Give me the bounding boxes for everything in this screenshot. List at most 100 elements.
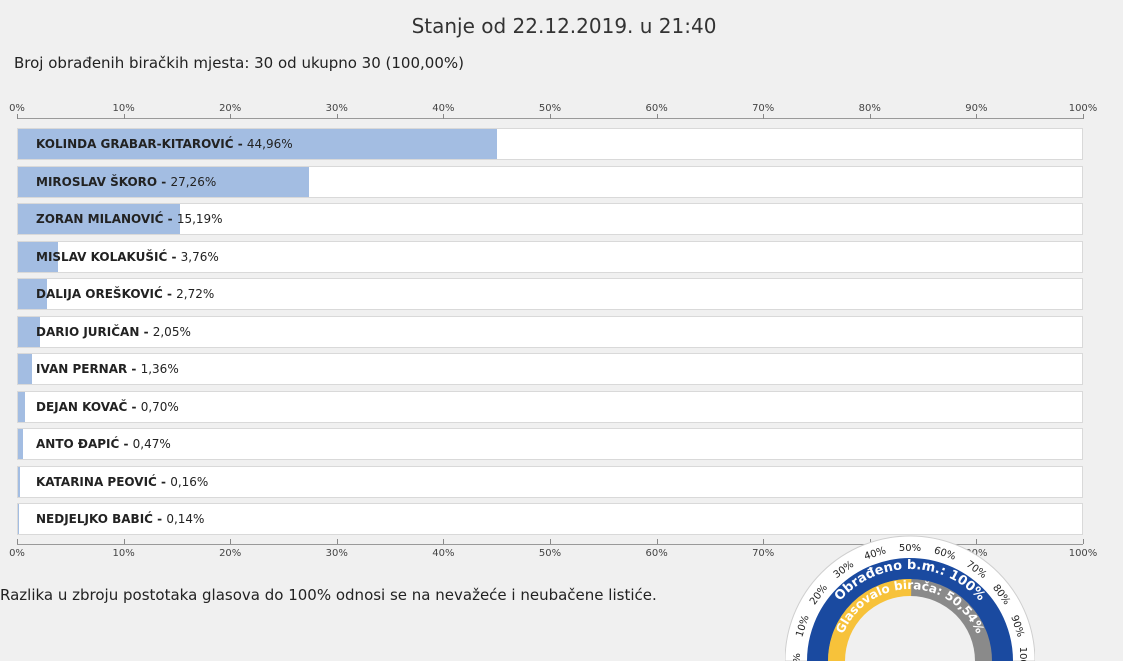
footnote: Razlika u zbroju postotaka glasova do 10… bbox=[0, 586, 657, 604]
top-axis-tickmark bbox=[1083, 114, 1084, 119]
bottom-axis-tick-label: 60% bbox=[645, 548, 668, 559]
candidate-label: MISLAV KOLAKUŠIĆ - 3,76% bbox=[36, 242, 219, 273]
bottom-axis-tick-label: 70% bbox=[752, 548, 775, 559]
bottom-axis-tickmark bbox=[656, 539, 658, 544]
top-axis-tickmark bbox=[443, 114, 445, 119]
bottom-axis-tickmark bbox=[550, 539, 551, 544]
candidate-bar bbox=[18, 279, 47, 309]
candidate-value: 3,76% bbox=[180, 249, 219, 264]
top-axis-tick-label: 70% bbox=[752, 103, 775, 114]
top-axis-tickmark bbox=[123, 114, 125, 119]
candidate-row: DEJAN KOVAČ - 0,70% bbox=[17, 390, 1083, 423]
candidate-value: 1,36% bbox=[140, 362, 179, 376]
top-axis-tick-label: 100% bbox=[1068, 103, 1098, 114]
candidate-row: NEDJELJKO BABIĆ - 0,14% bbox=[17, 503, 1083, 535]
label-separator: - bbox=[119, 437, 133, 451]
candidate-label: KOLINDA GRABAR-KITAROVIĆ - 44,96% bbox=[36, 129, 293, 160]
candidate-row: ANTO ĐAPIĆ - 0,47% bbox=[17, 428, 1083, 460]
top-axis-tick-label: 40% bbox=[432, 103, 455, 114]
candidate-value: 27,26% bbox=[170, 174, 217, 189]
top-axis-tickmark bbox=[869, 114, 871, 119]
candidate-row: DARIO JURIČAN - 2,05% bbox=[17, 315, 1083, 348]
gauge-scale-label: 50% bbox=[899, 543, 921, 554]
candidate-name: NEDJELJKO BABIĆ bbox=[36, 512, 153, 526]
candidate-name: ANTO ĐAPIĆ bbox=[36, 437, 120, 451]
bottom-axis-tick-label: 90% bbox=[965, 548, 988, 559]
page-title: Stanje od 22.12.2019. u 21:40 bbox=[411, 14, 717, 38]
top-axis-tick-label: 80% bbox=[858, 103, 881, 114]
top-axis-tick-label: 60% bbox=[645, 103, 668, 114]
label-separator: - bbox=[167, 249, 181, 264]
bottom-axis-tick-label: 20% bbox=[219, 548, 242, 559]
bottom-axis-tickmark bbox=[976, 539, 978, 544]
candidate-label: DALIJA OREŠKOVIĆ - 2,72% bbox=[36, 279, 214, 310]
label-separator: - bbox=[127, 362, 141, 376]
gauge-scale-label: 100% bbox=[1017, 647, 1028, 661]
candidate-value: 2,72% bbox=[176, 287, 215, 301]
candidate-name: DEJAN KOVAČ bbox=[36, 399, 128, 414]
bottom-axis-tick-label: 100% bbox=[1068, 548, 1098, 559]
gauge-scale-label: 0% bbox=[792, 653, 803, 661]
top-axis-tick-label: 0% bbox=[9, 103, 25, 114]
candidate-name: ZORAN MILANOVIĆ bbox=[36, 212, 164, 226]
candidate-bar bbox=[18, 504, 20, 534]
candidate-bar bbox=[18, 466, 20, 497]
candidate-name: MIROSLAV ŠKORO bbox=[36, 174, 158, 189]
candidate-row: MIROSLAV ŠKORO - 27,26% bbox=[17, 165, 1083, 198]
top-axis-tick-label: 30% bbox=[325, 103, 348, 114]
candidate-bar bbox=[18, 354, 33, 384]
label-separator: - bbox=[157, 174, 171, 189]
candidate-name: DALIJA OREŠKOVIĆ bbox=[36, 287, 163, 301]
bottom-axis-tickmark bbox=[123, 539, 125, 544]
top-axis-tickmark bbox=[17, 114, 18, 119]
candidate-label: ANTO ĐAPIĆ - 0,47% bbox=[36, 429, 171, 460]
candidate-name: IVAN PERNAR bbox=[36, 362, 128, 376]
label-separator: - bbox=[233, 137, 247, 151]
top-axis-tickmark bbox=[976, 114, 978, 119]
top-axis-tick-label: 90% bbox=[965, 103, 988, 114]
candidate-name: MISLAV KOLAKUŠIĆ bbox=[36, 249, 168, 264]
top-axis-tickmark bbox=[230, 114, 232, 119]
label-separator: - bbox=[162, 287, 177, 301]
candidate-value: 2,05% bbox=[152, 324, 191, 339]
candidate-value: 0,70% bbox=[140, 399, 179, 414]
candidate-label: ZORAN MILANOVIĆ - 15,19% bbox=[36, 204, 223, 235]
bottom-axis-tickmark bbox=[17, 539, 18, 544]
top-axis-tickmark bbox=[763, 114, 765, 119]
candidate-name: KATARINA PEOVIĆ bbox=[36, 474, 157, 489]
candidate-row: DALIJA OREŠKOVIĆ - 2,72% bbox=[17, 278, 1083, 310]
candidate-bar bbox=[18, 129, 498, 159]
candidate-value: 0,14% bbox=[166, 512, 205, 526]
gauge-center bbox=[845, 596, 975, 661]
top-axis-tick-label: 10% bbox=[112, 103, 135, 114]
bottom-axis-tick-label: 10% bbox=[112, 548, 135, 559]
bottom-axis-tick-label: 0% bbox=[9, 548, 25, 559]
candidate-row: ZORAN MILANOVIĆ - 15,19% bbox=[17, 203, 1083, 235]
candidate-bar bbox=[18, 391, 26, 422]
bottom-axis-tickmark bbox=[1083, 539, 1084, 544]
bottom-axis-tick-label: 30% bbox=[325, 548, 348, 559]
top-axis-tick-label: 50% bbox=[538, 103, 562, 114]
turnout-gauge: 0%10%20%30%40% 50% 60%70%80%90%100% Obrađe… bbox=[785, 535, 1035, 661]
candidate-label: NEDJELJKO BABIĆ - 0,14% bbox=[36, 504, 204, 535]
label-separator: - bbox=[127, 399, 141, 414]
candidate-value: 15,19% bbox=[176, 212, 223, 226]
candidate-value: 0,16% bbox=[170, 474, 209, 489]
label-separator: - bbox=[139, 324, 153, 339]
top-axis-tickmark bbox=[550, 114, 551, 119]
candidate-bar bbox=[18, 429, 23, 459]
bottom-axis-tickmark bbox=[763, 539, 765, 544]
candidate-row: KOLINDA GRABAR-KITAROVIĆ - 44,96% bbox=[17, 128, 1083, 160]
candidate-row: MISLAV KOLAKUŠIĆ - 3,76% bbox=[17, 240, 1083, 273]
bottom-axis-tickmark bbox=[869, 539, 871, 544]
label-separator: - bbox=[163, 212, 177, 226]
candidate-name: KOLINDA GRABAR-KITAROVIĆ bbox=[36, 137, 234, 151]
candidate-label: DARIO JURIČAN - 2,05% bbox=[36, 317, 191, 348]
candidate-value: 0,47% bbox=[132, 437, 171, 451]
gauge-turnout-arc bbox=[828, 579, 912, 661]
candidate-value: 44,96% bbox=[246, 137, 293, 151]
candidate-bar bbox=[18, 241, 59, 272]
candidate-bar bbox=[18, 166, 309, 197]
top-axis-tickmark bbox=[656, 114, 658, 119]
candidate-row: IVAN PERNAR - 1,36% bbox=[17, 353, 1083, 385]
